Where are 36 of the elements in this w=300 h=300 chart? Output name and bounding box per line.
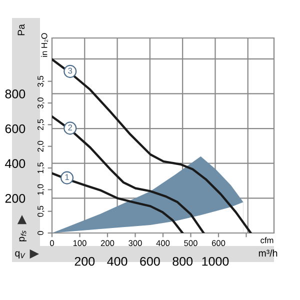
series-label: 1 <box>65 174 69 180</box>
y2-tick-label: 0 <box>38 231 44 235</box>
y2-tick-label: 0,5 <box>38 206 44 217</box>
x2-tick-label: 0 <box>50 240 54 246</box>
line-series <box>52 58 252 233</box>
text: p$_{fs}$ <box>19 230 26 242</box>
x-tick-label: 1000 <box>202 256 229 266</box>
x2-tick-label: 500 <box>184 240 198 246</box>
y2-tick-label: 1,0 <box>38 184 44 195</box>
x-tick-label: 600 <box>140 256 160 266</box>
series-label: 2 <box>68 124 72 130</box>
x2-tick-label: 600 <box>212 240 226 246</box>
text: q$_{V}$ <box>15 251 26 258</box>
y-axis-title: Pa <box>18 24 25 36</box>
y2-tick-label: 3,0 <box>38 98 44 108</box>
y2-tick-label: 2,5 <box>38 119 44 130</box>
x2-tick-label: 100 <box>73 240 86 246</box>
y2-axis-title: in H₂O <box>41 33 48 57</box>
line-series <box>52 115 205 233</box>
y-tick-label: 200 <box>5 194 26 203</box>
x-tick-label: 200 <box>74 256 95 266</box>
x-tick-label: 400 <box>107 256 128 266</box>
x2-axis-title: cfm <box>260 237 274 244</box>
y-tick-label: 400 <box>5 159 26 168</box>
x2-tick-label: 300 <box>128 240 142 246</box>
x2-tick-label: 200 <box>100 240 114 246</box>
x2-tick-label: 400 <box>156 240 170 246</box>
y2-tick-label: 3,5 <box>38 76 44 87</box>
line-series <box>52 171 184 233</box>
y-tick-label: 600 <box>5 124 26 134</box>
series-label: 3 <box>68 68 72 74</box>
y2-tick-label: 2,0 <box>38 140 44 152</box>
x-axis-title: m³/h <box>258 249 278 257</box>
y2-tick-label: 1,5 <box>38 162 44 174</box>
x-tick-label: 800 <box>172 256 193 266</box>
y-tick-label: 800 <box>5 90 26 98</box>
